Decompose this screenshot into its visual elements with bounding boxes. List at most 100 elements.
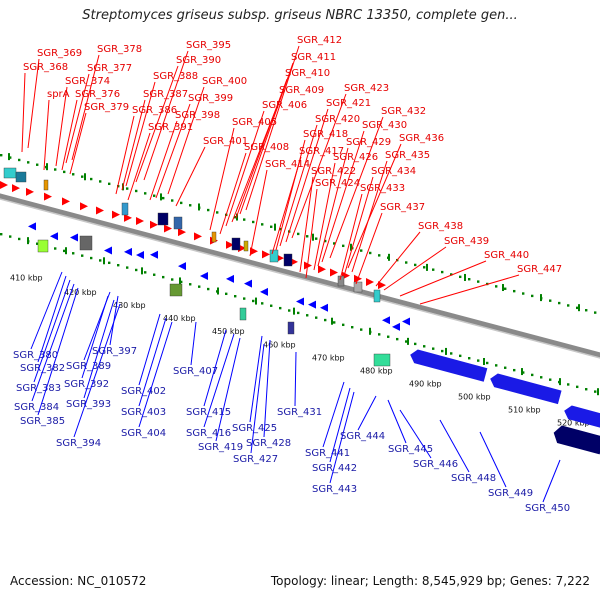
- tick-dot: [513, 368, 516, 372]
- tick-dot: [486, 361, 489, 365]
- gene-block: [353, 281, 363, 293]
- reverse-genes: [28, 222, 410, 331]
- tick-dot: [36, 242, 39, 245]
- gene-block: [269, 249, 279, 263]
- forward-gene: [26, 187, 34, 196]
- gene-block: [121, 202, 129, 216]
- reverse-gene: [200, 272, 208, 280]
- forward-gene: [136, 217, 144, 226]
- tick-dot: [306, 235, 309, 238]
- gene-label-forward: SGR_435: [385, 150, 430, 161]
- tick-dot: [558, 301, 561, 305]
- gene-label-forward: SGR_369: [37, 48, 82, 59]
- leader-line: [138, 321, 173, 428]
- bottom-labels: SGR_380SGR_382SGR_383SGR_384SGR_385SGR_3…: [13, 271, 570, 514]
- leader-line: [339, 193, 363, 281]
- reverse-gene: [226, 274, 234, 283]
- tick-dot: [549, 378, 552, 381]
- gene-block: [79, 235, 93, 251]
- leader-line: [167, 86, 205, 195]
- leader-line: [61, 99, 78, 171]
- gene-block: [243, 240, 249, 252]
- gene-block: [3, 167, 17, 179]
- gene-label-forward: SGR_447: [517, 264, 562, 275]
- leader-line: [27, 58, 40, 149]
- genome-axis: [0, 193, 600, 358]
- forward-gene: [62, 197, 70, 206]
- gene-block: [157, 212, 169, 226]
- tick-dot: [405, 261, 408, 264]
- tick-dot: [72, 173, 75, 176]
- leader-line: [383, 246, 447, 291]
- tick-dot: [369, 251, 372, 255]
- reverse-gene: [150, 250, 158, 259]
- reverse-gene: [402, 317, 410, 326]
- tick-dot: [270, 304, 273, 307]
- tick-dot: [432, 347, 435, 350]
- gene-label-reverse: SGR_450: [525, 503, 570, 514]
- scale-label: 410 kbp: [10, 274, 43, 283]
- tick-major: [84, 173, 86, 181]
- leader-line: [71, 54, 100, 161]
- leader-line: [37, 275, 67, 363]
- tick-dot: [81, 175, 84, 178]
- gene-label-reverse: SGR_425: [232, 423, 277, 434]
- tick-dot: [252, 299, 255, 303]
- gene-label-forward: SGR_434: [371, 166, 416, 177]
- tick-dot: [243, 218, 246, 221]
- tick-major: [464, 273, 466, 281]
- gene-label-forward: sprA: [47, 89, 70, 100]
- tick-dot: [171, 199, 174, 202]
- tick-dot: [225, 292, 228, 296]
- reverse-gene: [308, 300, 316, 309]
- leader-line: [31, 283, 75, 402]
- tick-dot: [441, 270, 444, 274]
- tick-dot: [522, 292, 525, 295]
- tick-major: [198, 203, 200, 211]
- forward-gene: [80, 202, 88, 211]
- tick-major: [293, 307, 295, 315]
- tick-major: [160, 193, 162, 201]
- gene-label-forward: SGR_376: [75, 89, 120, 100]
- gene-label-forward: SGR_410: [285, 68, 330, 79]
- leader-line: [127, 132, 151, 201]
- tick-dot: [144, 271, 147, 274]
- tick-dot: [495, 285, 498, 288]
- reverse-gene: [104, 246, 112, 255]
- gene-label-reverse: SGR_397: [92, 346, 137, 357]
- reverse-gene: [382, 316, 390, 325]
- tick-dot: [513, 289, 516, 293]
- leader-line: [21, 72, 26, 153]
- tick-dot: [288, 309, 291, 312]
- tick-major: [502, 284, 504, 292]
- gene-label-forward: SGR_417: [299, 146, 344, 157]
- tick-dot: [81, 254, 84, 257]
- tick-dot: [72, 252, 75, 255]
- gene-label-forward: SGR_412: [297, 35, 342, 46]
- leader-line: [138, 317, 167, 407]
- tick-dot: [585, 388, 588, 391]
- gene-label-forward: SGR_386: [132, 105, 177, 116]
- leader-line: [542, 459, 561, 503]
- gene-label-forward: SGR_368: [23, 62, 68, 73]
- tick-dot: [459, 275, 462, 279]
- leader-line: [69, 112, 87, 175]
- scale-label: 470 kbp: [312, 354, 345, 363]
- gene-block: [373, 353, 391, 367]
- forward-gene: [318, 265, 326, 274]
- gene-block: [231, 237, 241, 251]
- leader-line: [439, 419, 470, 473]
- reverse-gene: [124, 247, 132, 256]
- tick-dot: [162, 196, 165, 200]
- tick-dot: [459, 354, 462, 358]
- tick-dot: [252, 220, 255, 224]
- forward-gene: [250, 247, 258, 256]
- gene-label-forward: SGR_439: [444, 236, 489, 247]
- reverse-gene: [70, 233, 78, 242]
- leader-line: [143, 50, 189, 181]
- gene-label-forward: SGR_420: [315, 114, 360, 125]
- tick-dot: [171, 278, 174, 281]
- leader-line: [329, 391, 355, 484]
